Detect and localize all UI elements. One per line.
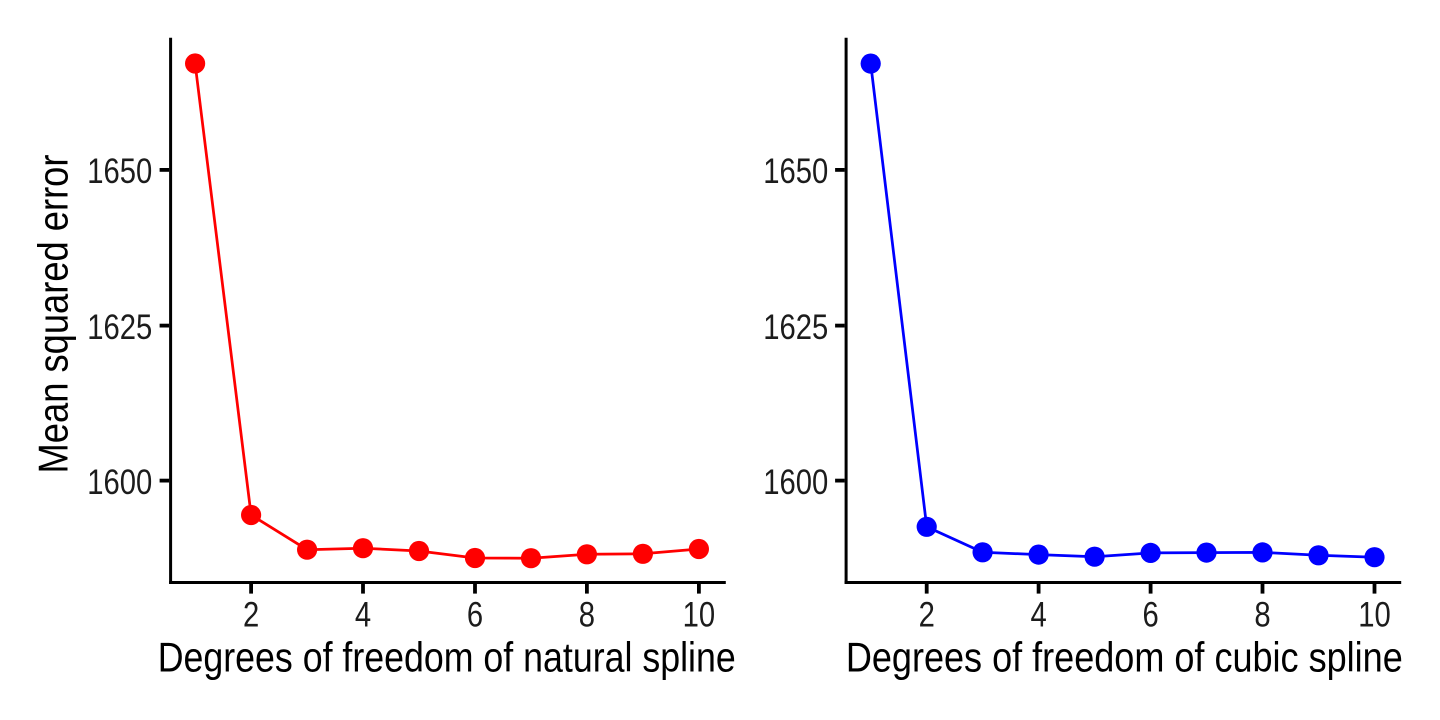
svg-text:Degrees of freedom of natural: Degrees of freedom of natural spline <box>158 635 736 681</box>
svg-text:1625: 1625 <box>87 307 152 346</box>
svg-text:1650: 1650 <box>763 152 828 191</box>
svg-text:6: 6 <box>1142 595 1158 634</box>
svg-text:2: 2 <box>919 595 935 634</box>
svg-text:1650: 1650 <box>87 152 152 191</box>
svg-text:Mean squared error: Mean squared error <box>30 155 77 474</box>
svg-text:Degrees of freedom of cubic sp: Degrees of freedom of cubic spline <box>846 635 1403 681</box>
svg-text:1600: 1600 <box>763 462 828 501</box>
svg-text:2: 2 <box>243 595 259 634</box>
svg-text:6: 6 <box>467 595 483 634</box>
svg-text:8: 8 <box>1254 595 1270 634</box>
svg-text:8: 8 <box>579 595 595 634</box>
svg-text:4: 4 <box>1030 595 1046 634</box>
svg-text:10: 10 <box>1358 595 1391 634</box>
svg-text:1600: 1600 <box>87 462 152 501</box>
svg-text:10: 10 <box>683 595 716 634</box>
svg-text:4: 4 <box>355 595 371 634</box>
svg-text:1625: 1625 <box>763 307 828 346</box>
